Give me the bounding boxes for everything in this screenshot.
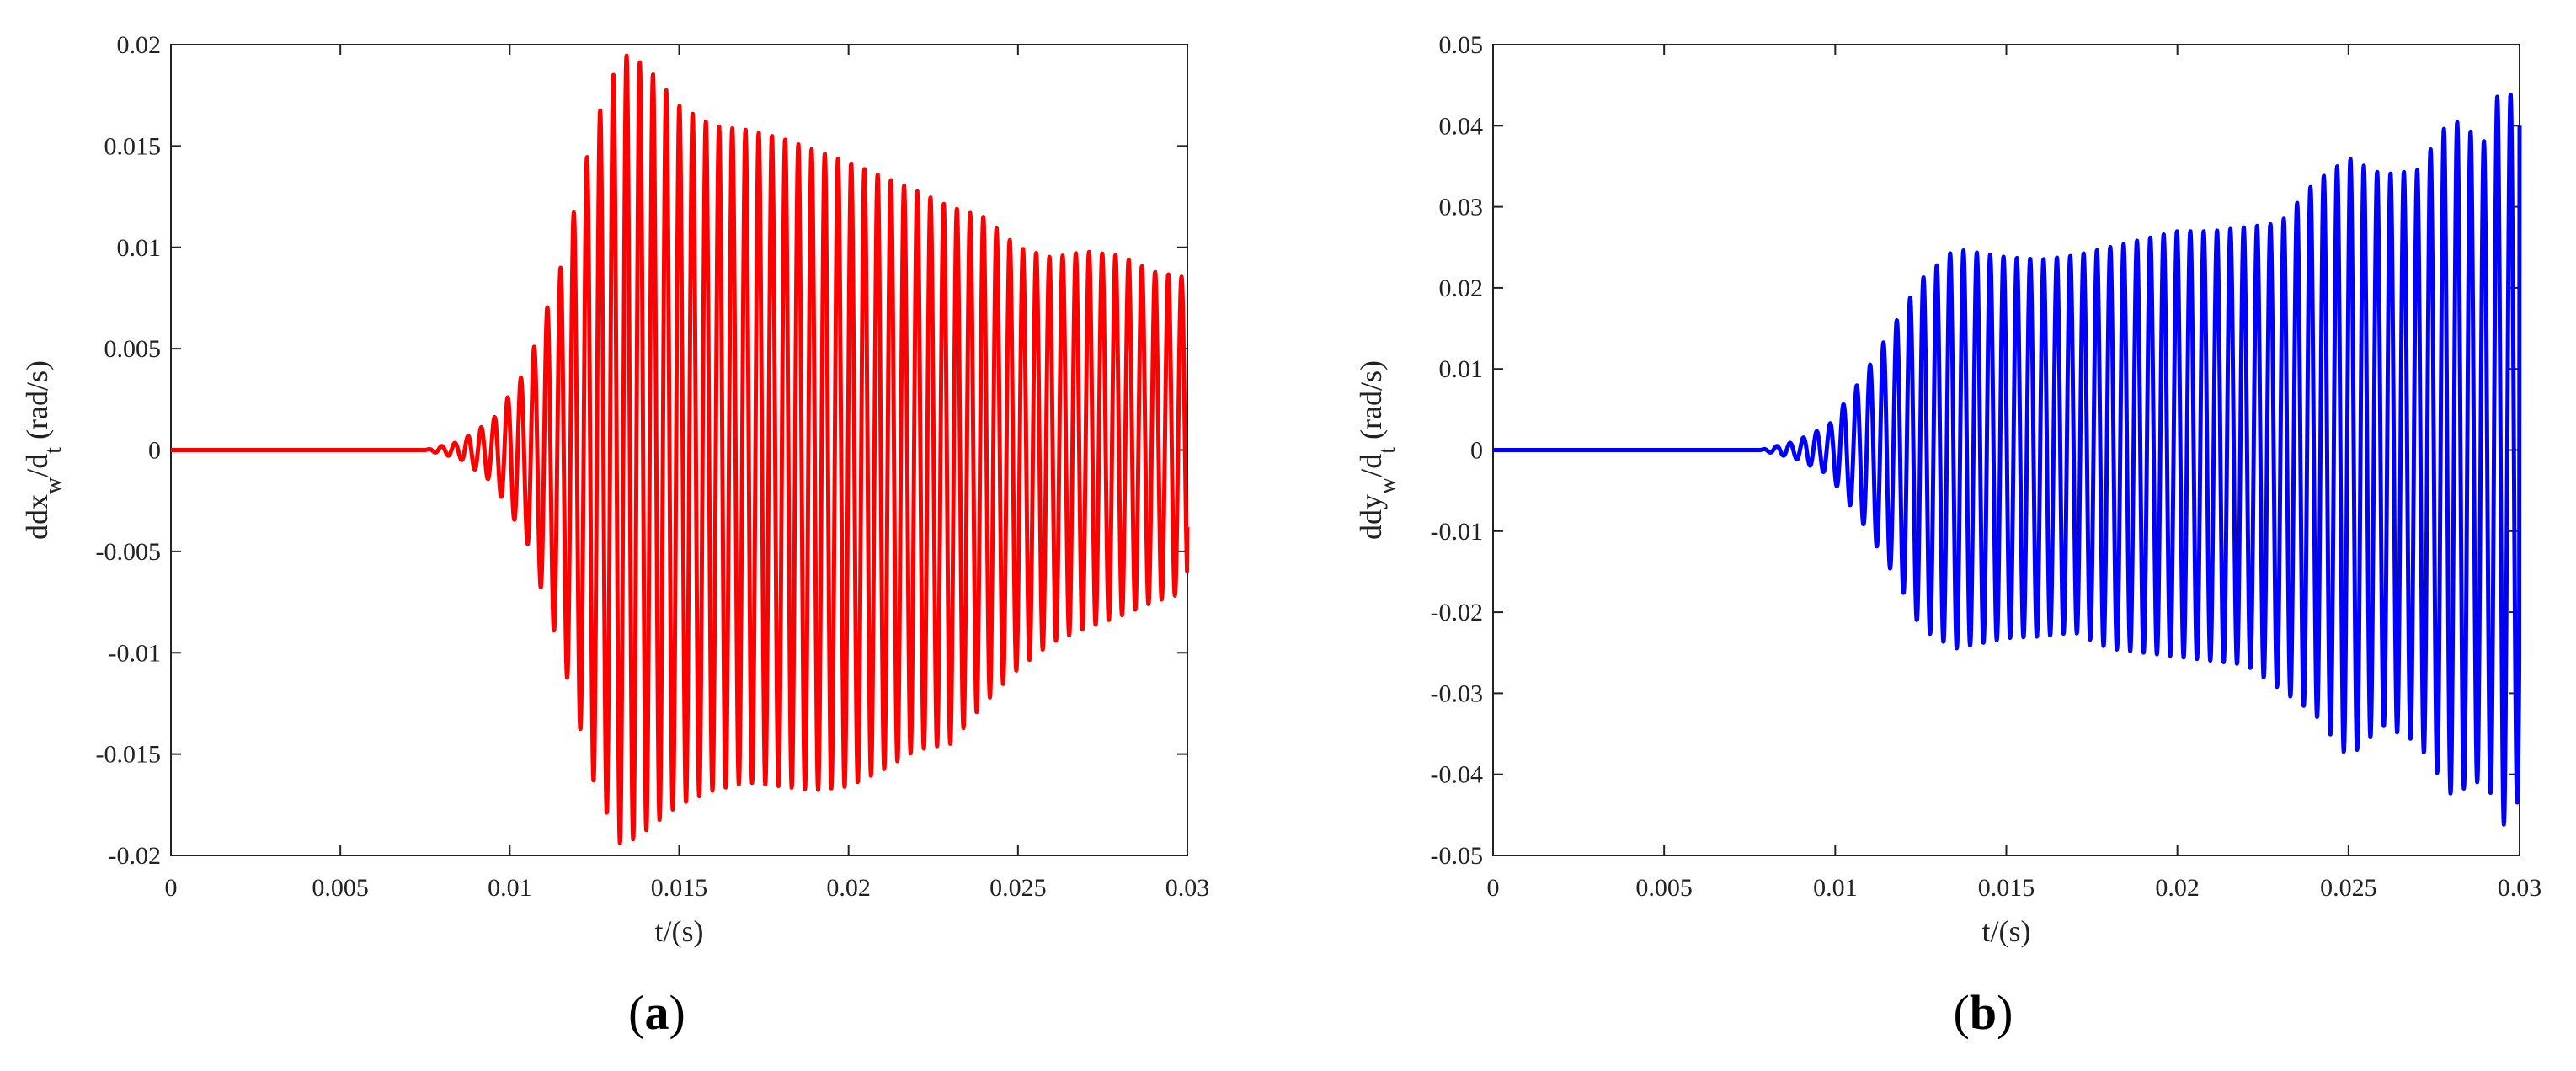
y-tick-label: 0.01	[117, 234, 162, 262]
y-tick-label: -0.04	[1431, 761, 1484, 789]
series-line-a	[168, 53, 1190, 845]
y-axis-label-b: ddyw/dt (rad/s)	[1354, 360, 1400, 540]
y-tick-label: -0.02	[1431, 599, 1484, 626]
x-tick-label: 0.025	[2320, 874, 2377, 902]
y-tick-label: 0.02	[1439, 274, 1484, 302]
x-tick-label: 0.015	[1978, 874, 2035, 902]
y-ticks-a: -0.02 -0.015 -0.01 -0.005 0 0.005 0.01 0.015 0.0…	[96, 31, 1187, 870]
series-line-b	[1491, 93, 2522, 827]
x-tick-label: 0.02	[826, 874, 871, 902]
y-tick-label: 0.02	[117, 31, 162, 59]
y-tick-label: 0.03	[1439, 194, 1484, 221]
y-tick-label: 0	[148, 437, 161, 465]
y-tick-label: 0.04	[1439, 112, 1484, 140]
y-axis-label-a: ddxw/dt (rad/s)	[20, 360, 67, 540]
y-tick-label: -0.02	[109, 842, 162, 870]
panel-caption-a: (a)	[628, 985, 685, 1040]
x-tick-label: 0.03	[1165, 874, 1210, 902]
chart-b: -0.05 -0.04 -0.03 -0.02 -0.01 0 0.01 0.02 0.03 0.…	[1354, 31, 2541, 1040]
y-tick-label: -0.01	[109, 639, 162, 667]
x-ticks-b: 0 0.005 0.01 0.015 0.02 0.025 0.03	[1487, 45, 2542, 902]
panel-caption-b: (b)	[1954, 985, 2013, 1040]
y-tick-label: 0.015	[104, 132, 162, 160]
y-tick-label: 0.05	[1439, 31, 1484, 59]
chart-a: -0.02 -0.015 -0.01 -0.005 0 0.005 0.01 0.015 0.0…	[20, 31, 1209, 1040]
y-tick-label: 0.01	[1439, 355, 1484, 383]
x-tick-label: 0	[165, 874, 178, 902]
x-tick-label: 0.015	[651, 874, 708, 902]
y-tick-label: 0	[1470, 437, 1483, 465]
x-tick-label: 0.025	[989, 874, 1047, 902]
y-ticks-b: -0.05 -0.04 -0.03 -0.02 -0.01 0 0.01 0.02 0.03 0.…	[1431, 31, 2520, 870]
y-tick-label: -0.01	[1431, 518, 1484, 546]
x-tick-label: 0.005	[312, 874, 369, 902]
y-tick-label: -0.015	[96, 741, 162, 769]
x-tick-label: 0.005	[1635, 874, 1693, 902]
y-tick-label: -0.005	[96, 538, 162, 566]
x-tick-label: 0.01	[488, 874, 532, 902]
x-axis-label-b: t/(s)	[1982, 914, 2031, 948]
x-tick-label: 0	[1487, 874, 1500, 902]
x-tick-label: 0.02	[2155, 874, 2200, 902]
y-tick-label: 0.005	[104, 335, 162, 363]
y-tick-label: -0.05	[1431, 842, 1484, 870]
x-ticks-a: 0 0.005 0.01 0.015 0.02 0.025 0.03	[165, 45, 1210, 902]
x-axis-label-a: t/(s)	[655, 914, 704, 948]
x-tick-label: 0.01	[1813, 874, 1858, 902]
y-tick-label: -0.03	[1431, 679, 1484, 707]
x-tick-label: 0.03	[2498, 874, 2542, 902]
